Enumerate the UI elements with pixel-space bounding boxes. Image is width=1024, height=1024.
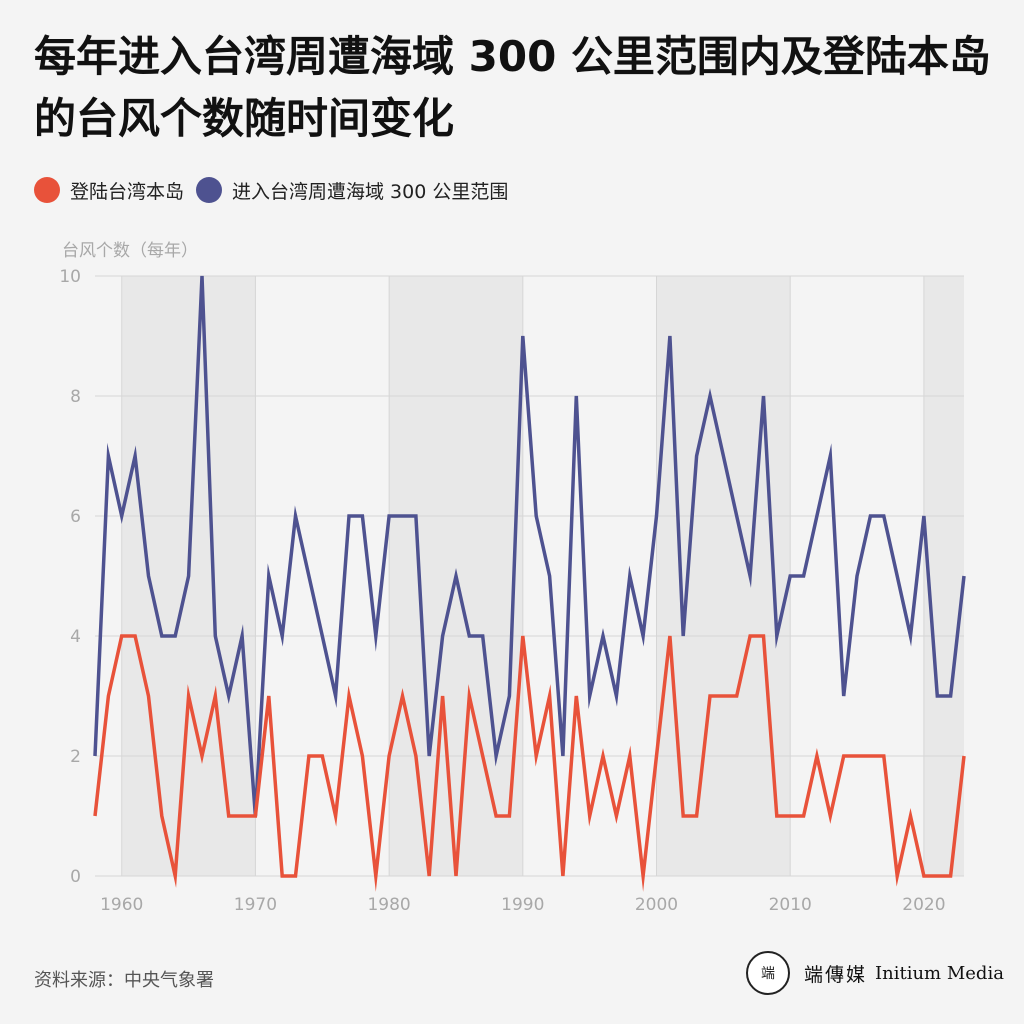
y-tick-label: 8 [70,387,81,407]
series-line-nearby [93,275,966,817]
shaded-decade-band [656,276,791,876]
x-tick-label: 2010 [769,895,812,915]
x-tick-label: 2000 [635,895,678,915]
x-tick-label: 1960 [100,895,143,915]
y-tick-label: 2 [70,747,81,767]
brand-name-en: Initium Media [875,962,1004,984]
chart-title: 每年进入台湾周遭海域 300 公里范围内及登陆本岛的台风个数随时间变化 [34,32,991,143]
legend: 登陆台湾本岛 进入台湾周遭海域 300 公里范围 [34,174,520,206]
y-tick-label: 0 [70,867,81,887]
y-tick-label: 6 [70,507,81,527]
y-tick-label: 4 [70,627,81,647]
x-tick-label: 2020 [902,895,945,915]
y-axis-label: 台风个数（每年） [62,241,198,261]
legend-label-landfall: 登陆台湾本岛 [70,180,185,203]
brand: 端 端傳媒 Initium Media [746,948,1004,998]
legend-item-landfall: 登陆台湾本岛 [34,177,184,204]
source-note: 资料来源：中央气象署 [34,970,214,991]
y-tick-label: 10 [59,267,81,287]
brand-logo-icon: 端 [746,951,790,995]
brand-name-zh: 端傳媒 [804,963,868,986]
series-line-landfall [93,634,966,892]
shaded-decade-band [923,276,964,876]
x-tick-label: 1980 [367,895,410,915]
legend-label-nearby: 进入台湾周遭海域 300 公里范围 [232,180,509,203]
legend-item-nearby: 进入台湾周遭海域 300 公里范围 [196,177,508,204]
x-tick-label: 1970 [234,895,277,915]
legend-dot-nearby [196,177,223,203]
legend-dot-landfall [34,177,60,203]
x-tick-label: 1990 [501,895,544,915]
line-chart: 0 2 4 6 8 10 1960 1970 1980 1990 2000 2010 2020 台风个数（… [59,241,966,915]
